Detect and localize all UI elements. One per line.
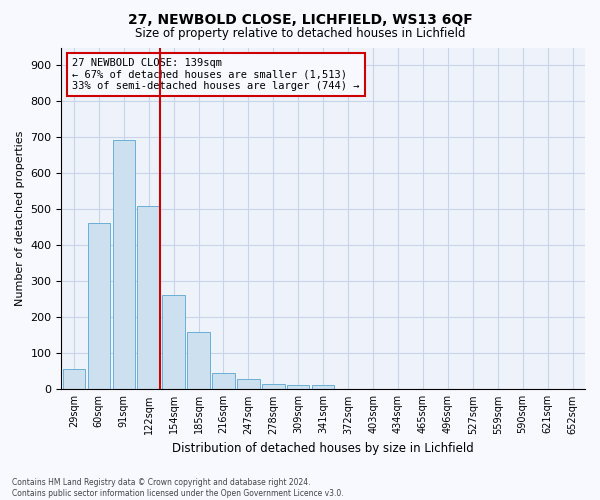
X-axis label: Distribution of detached houses by size in Lichfield: Distribution of detached houses by size … (172, 442, 474, 455)
Text: 27 NEWBOLD CLOSE: 139sqm
← 67% of detached houses are smaller (1,513)
33% of sem: 27 NEWBOLD CLOSE: 139sqm ← 67% of detach… (72, 58, 359, 91)
Bar (312, 385, 334, 390)
Bar (113, 140, 135, 390)
Bar (237, 378, 260, 390)
Bar (163, 296, 185, 390)
Bar (262, 384, 284, 390)
Bar (212, 374, 235, 390)
Text: Size of property relative to detached houses in Lichfield: Size of property relative to detached ho… (135, 28, 465, 40)
Text: 27, NEWBOLD CLOSE, LICHFIELD, WS13 6QF: 27, NEWBOLD CLOSE, LICHFIELD, WS13 6QF (128, 12, 472, 26)
Y-axis label: Number of detached properties: Number of detached properties (15, 130, 25, 306)
Text: Contains HM Land Registry data © Crown copyright and database right 2024.
Contai: Contains HM Land Registry data © Crown c… (12, 478, 344, 498)
Bar (62, 369, 85, 390)
Bar (137, 206, 160, 390)
Bar (187, 332, 210, 390)
Bar (287, 384, 310, 390)
Bar (88, 222, 110, 390)
